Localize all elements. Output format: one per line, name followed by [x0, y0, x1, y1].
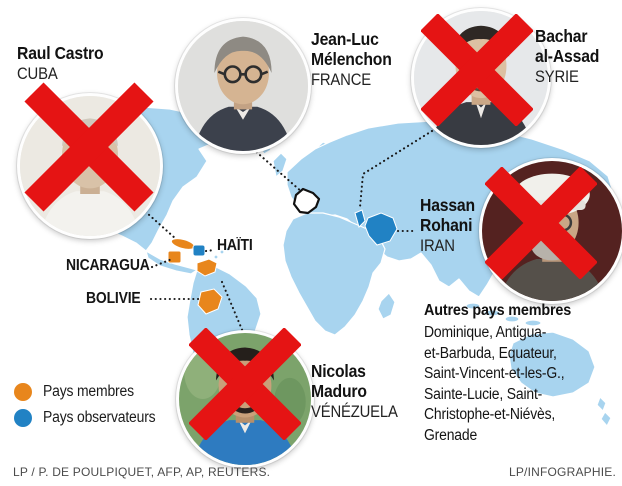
leader-name-line2: al-Assad [535, 46, 600, 66]
map-label-nicaragua: NICARAGUA [66, 257, 150, 274]
leader-country: FRANCE [311, 71, 371, 89]
legend-label: Pays membres [43, 383, 134, 400]
connector-haiti-label [204, 248, 217, 253]
label-nicolas-maduro: Nicolas Maduro VÉNÉZUELA [311, 361, 398, 422]
other-members-line: Grenade [424, 426, 478, 444]
bolivia-highlight [197, 288, 223, 315]
map-label-haiti: HAÏTI [217, 237, 253, 254]
dotted-connectors [126, 129, 434, 334]
other-members-line: Saint-Vincent-et-les-G., [424, 365, 565, 382]
legend-item-members: Pays membres [14, 383, 168, 401]
red-cross-icon-castro [24, 82, 154, 212]
france-outline [292, 187, 321, 215]
observer-color-dot [14, 409, 32, 427]
leader-name: Hassan [420, 195, 475, 215]
connector-nicaragua-label [150, 257, 174, 269]
leader-name-line2: Mélenchon [311, 49, 392, 69]
other-members-title: Autres pays membres [424, 302, 572, 319]
member-color-dot [14, 383, 32, 401]
other-members-line: et-Barbuda, Equateur, [424, 344, 557, 362]
leader-country: CUBA [17, 65, 58, 83]
legend-item-observers: Pays observateurs [14, 409, 168, 427]
leader-country: VÉNÉZUELA [311, 403, 398, 421]
label-hassan-rohani: Hassan Rohani IRAN [420, 195, 475, 256]
photo-credits: LP / P. DE POULPIQUET, AFP, AP, REUTERS. [13, 465, 271, 479]
other-members-line: Dominique, Antigua- [424, 324, 547, 341]
venezuela-highlight [196, 258, 218, 277]
other-members-block: Autres pays membres Dominique, Antigua- … [424, 302, 582, 446]
label-bachar-al-assad: Bachar al-Assad SYRIE [535, 26, 599, 87]
legend: Pays membres Pays observateurs [14, 383, 168, 435]
syria-highlight [354, 209, 366, 228]
red-cross-icon-assad [421, 14, 533, 126]
leader-name-line2: Maduro [311, 381, 367, 401]
connector-melenchon-france [251, 147, 304, 194]
portrait-jean-luc-melenchon [175, 18, 311, 154]
infographic-attribution: LP/INFOGRAPHIE. [508, 465, 616, 479]
cuba-highlight [170, 238, 196, 250]
iran-highlight [364, 212, 398, 246]
red-cross-icon-rohani [485, 167, 597, 279]
haiti-highlight [192, 244, 206, 257]
leader-name-line2: Rohani [420, 215, 473, 235]
connector-assad-syria [358, 129, 434, 209]
other-members-line: Sainte-Lucie, Saint- [424, 385, 543, 403]
leader-name: Bachar [535, 26, 588, 46]
member-country-highlights [167, 238, 223, 315]
leader-name: Raul Castro [17, 43, 104, 63]
red-cross-icon-maduro [189, 328, 301, 440]
legend-label: Pays observateurs [43, 409, 156, 426]
connector-maduro-venezuela [220, 280, 245, 334]
connector-castro-cuba [126, 194, 178, 241]
label-raul-castro: Raul Castro CUBA [17, 43, 104, 84]
leader-country: IRAN [420, 237, 455, 255]
leader-country: SYRIE [535, 68, 579, 86]
melenchon-photo [178, 21, 308, 151]
observer-country-highlights [192, 209, 398, 257]
leader-name: Nicolas [311, 361, 366, 381]
leader-name: Jean-Luc [311, 29, 379, 49]
map-label-bolivie: BOLIVIE [86, 290, 141, 307]
label-jean-luc-melenchon: Jean-Luc Mélenchon FRANCE [311, 29, 392, 90]
nicaragua-highlight [167, 250, 182, 264]
other-members-line: Christophe-et-Niévès, [424, 406, 556, 423]
